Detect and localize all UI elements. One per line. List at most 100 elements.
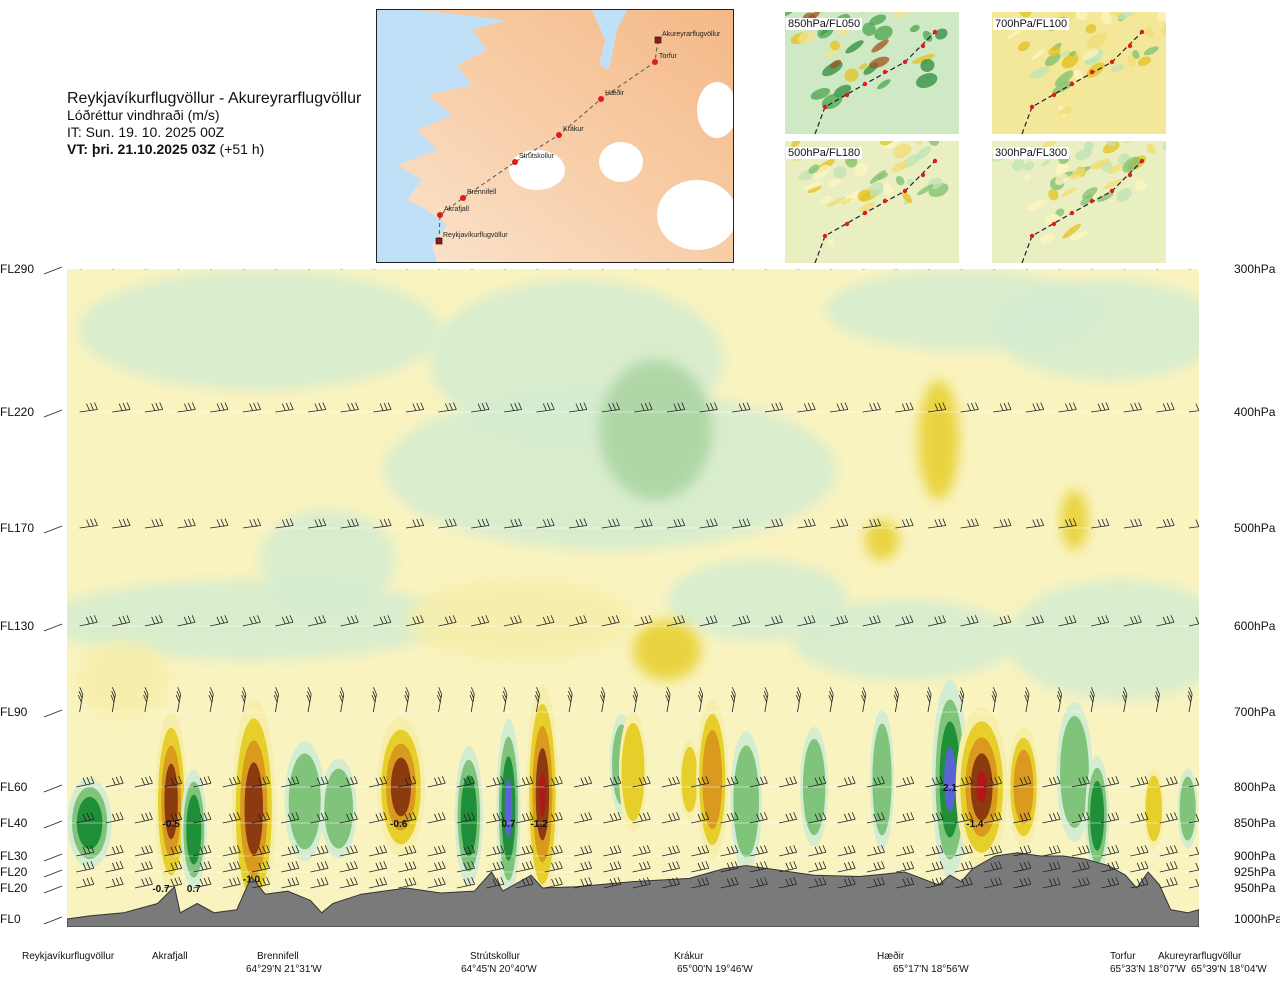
wind-barb: [398, 776, 417, 788]
wind-barb: [134, 861, 153, 873]
value-label: -1.2: [530, 819, 548, 830]
wind-barb: [339, 845, 358, 857]
wind-barb: [1071, 812, 1090, 824]
wind-barb: [307, 615, 327, 627]
wind-barb: [241, 687, 247, 713]
route-point-label: Strútskollur: [519, 153, 555, 160]
wind-barb: [797, 518, 816, 529]
pressure-label: 400hPa: [1234, 405, 1276, 419]
wind-barb: [983, 812, 1002, 824]
flight-level-axis: FL290 FL220 FL170 FL130 FL90 FL60 FL40 FL30 FL20…: [0, 262, 63, 926]
wind-barb: [764, 615, 783, 627]
wind-barb: [632, 687, 638, 713]
wind-barb: [661, 877, 680, 889]
wind-barb: [1071, 776, 1090, 788]
value-label: -0.7: [152, 884, 170, 895]
wind-barb: [866, 845, 885, 857]
wind-barb: [1188, 519, 1199, 529]
wind-barb: [164, 812, 183, 824]
wind-barb: [830, 518, 849, 529]
wind-barb: [222, 877, 241, 889]
wind-barb: [373, 518, 392, 529]
wind-region: [78, 270, 441, 390]
waypoint-coordinate: 65°39'N 18°04'W: [1191, 964, 1267, 975]
wind-barb: [691, 845, 710, 857]
wind-barb: [797, 402, 816, 413]
wind-barb: [1101, 776, 1120, 788]
wind-barb: [861, 687, 867, 713]
wind-barb: [134, 776, 153, 788]
flight-level-label: FL290: [0, 262, 34, 276]
wind-barb: [720, 776, 739, 788]
wind-region: [633, 620, 701, 680]
wind-barb: [536, 269, 540, 270]
glacier: [599, 142, 643, 182]
waypoint-name: Hæðir: [877, 950, 905, 962]
waypoint-coordinate: 65°17'N 18°56'W: [893, 964, 969, 975]
wind-barb: [778, 776, 798, 788]
wind-barb: [456, 845, 475, 857]
rising-cell: [284, 741, 325, 862]
wind-barb: [404, 687, 410, 713]
wind-barb: [143, 687, 149, 713]
wind-barb: [1091, 402, 1110, 413]
wind-barb: [866, 861, 885, 873]
wind-barb: [632, 776, 651, 788]
wind-barb: [339, 776, 358, 788]
wind-barb: [310, 845, 329, 857]
wind-barb: [1013, 812, 1032, 824]
wind-barb: [691, 776, 710, 788]
wind-barb: [177, 518, 196, 529]
value-label: 2.1: [943, 783, 957, 794]
wind-barb: [369, 845, 388, 857]
wind-barb: [983, 877, 1002, 889]
wind-barb: [281, 877, 300, 889]
sinking-cell: [679, 739, 700, 820]
wind-barb: [862, 518, 881, 529]
wind-barb: [1042, 845, 1061, 857]
wind-barb: [1188, 403, 1199, 413]
wind-barb: [603, 845, 622, 857]
wind-barb: [76, 877, 95, 889]
glacier: [697, 82, 737, 138]
route-point-label: Akureyrarflugvöllur: [662, 31, 721, 38]
wind-barb: [112, 518, 131, 529]
wind-barb: [808, 845, 827, 857]
waypoint-coordinate: 64°29'N 21°31'W: [246, 964, 322, 975]
wind-barb: [471, 269, 475, 270]
wind-barb: [1025, 269, 1029, 270]
wind-barb: [927, 615, 946, 627]
wind-barb: [471, 402, 490, 413]
wind-barb: [1159, 776, 1178, 788]
level-panel: 300hPa/FL300: [990, 39, 1196, 264]
wind-barb: [603, 861, 622, 873]
sinking-cell: [619, 712, 647, 832]
wind-barb: [573, 845, 593, 857]
wind-barb: [427, 861, 446, 873]
wind-barbs: [76, 269, 1199, 889]
level-panel: 850hPa/FL050: [779, 0, 959, 135]
wind-barb: [1156, 615, 1175, 627]
route-point-label: Reykjavíkurflugvöllur: [443, 232, 508, 239]
wind-barb: [515, 776, 534, 788]
wind-barb: [797, 615, 816, 627]
wind-barb: [1071, 877, 1090, 889]
wind-barb: [177, 615, 196, 627]
wind-region: [791, 600, 1018, 680]
wind-barb: [110, 687, 116, 713]
pressure-label: 950hPa: [1234, 881, 1276, 895]
wind-barb: [340, 402, 359, 413]
pressure-label: 800hPa: [1234, 780, 1276, 794]
wind-barb: [76, 861, 95, 873]
wind-barb: [1042, 877, 1061, 889]
flight-level-label: FL130: [0, 619, 34, 633]
wind-barb: [405, 518, 425, 529]
wind-barb: [808, 812, 827, 824]
plot-area: [67, 269, 1199, 927]
wind-barb: [1188, 813, 1199, 824]
rising-cell: [320, 758, 357, 859]
wind-barb: [486, 845, 505, 857]
wind-barb: [1130, 861, 1149, 873]
wind-barb: [732, 269, 736, 270]
waypoint-marker: [460, 195, 466, 201]
